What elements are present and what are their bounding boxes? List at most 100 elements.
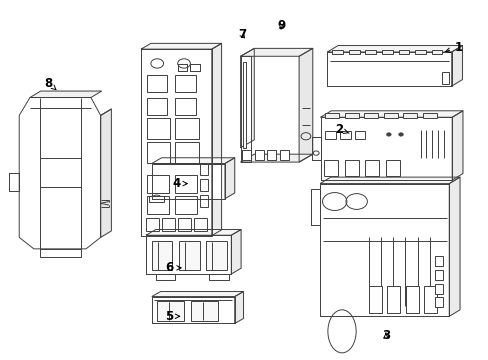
Polygon shape — [30, 91, 102, 98]
Text: 5: 5 — [164, 310, 179, 323]
Polygon shape — [451, 111, 462, 180]
Bar — [194, 218, 206, 231]
Text: 4: 4 — [172, 177, 187, 190]
Polygon shape — [240, 48, 312, 56]
Polygon shape — [320, 111, 462, 117]
Bar — [348, 50, 359, 54]
Polygon shape — [299, 48, 312, 162]
Bar — [199, 163, 208, 175]
Bar — [177, 64, 187, 71]
Bar — [147, 175, 168, 193]
Bar — [324, 160, 337, 176]
Polygon shape — [320, 184, 448, 316]
Bar — [179, 241, 199, 270]
Bar — [325, 131, 335, 139]
Text: 8: 8 — [44, 77, 56, 90]
Polygon shape — [240, 56, 251, 162]
Bar — [364, 113, 377, 118]
Bar — [190, 301, 217, 320]
Bar — [146, 218, 158, 231]
Bar — [424, 286, 436, 313]
Polygon shape — [451, 45, 462, 86]
Bar — [206, 241, 226, 270]
Bar — [434, 270, 443, 280]
Bar — [365, 160, 378, 176]
Polygon shape — [141, 43, 221, 49]
Bar — [398, 50, 408, 54]
Polygon shape — [152, 292, 243, 297]
Bar — [177, 64, 187, 71]
Bar — [199, 195, 208, 207]
Polygon shape — [152, 297, 234, 323]
Bar — [242, 62, 246, 148]
Bar — [157, 301, 183, 320]
Polygon shape — [40, 249, 81, 257]
Bar — [147, 196, 168, 214]
Bar — [175, 75, 195, 92]
Polygon shape — [234, 292, 243, 323]
Bar — [331, 50, 342, 54]
Polygon shape — [149, 196, 163, 202]
Bar — [431, 50, 442, 54]
Text: 6: 6 — [164, 261, 181, 274]
Bar — [147, 98, 167, 116]
Bar — [147, 142, 170, 163]
Polygon shape — [320, 177, 459, 184]
Bar — [178, 218, 190, 231]
Bar — [147, 75, 167, 92]
Bar — [414, 50, 425, 54]
Polygon shape — [152, 158, 234, 163]
Bar — [175, 118, 198, 139]
Text: 3: 3 — [381, 329, 389, 342]
Polygon shape — [231, 229, 241, 274]
Text: 7: 7 — [238, 28, 245, 41]
Polygon shape — [146, 229, 241, 235]
Bar — [177, 64, 187, 71]
Bar — [280, 150, 288, 160]
Polygon shape — [101, 109, 111, 237]
Polygon shape — [209, 274, 228, 280]
Polygon shape — [327, 52, 451, 86]
Bar — [325, 113, 338, 118]
Bar — [434, 256, 443, 266]
Bar — [242, 150, 250, 160]
Bar — [405, 286, 418, 313]
Bar — [189, 64, 199, 71]
Bar — [344, 113, 358, 118]
Polygon shape — [152, 163, 224, 199]
Text: 1: 1 — [445, 41, 462, 54]
Bar — [189, 64, 199, 71]
Polygon shape — [146, 235, 231, 274]
Bar — [386, 286, 399, 313]
Polygon shape — [240, 154, 312, 162]
Bar — [147, 118, 170, 139]
Polygon shape — [211, 43, 221, 235]
Polygon shape — [141, 49, 211, 235]
Bar — [385, 160, 399, 176]
Bar — [339, 131, 350, 139]
Bar — [175, 98, 195, 116]
Bar — [383, 113, 397, 118]
Bar — [254, 150, 263, 160]
Bar — [267, 150, 276, 160]
Bar — [381, 50, 392, 54]
Bar — [434, 284, 443, 294]
Polygon shape — [9, 173, 19, 191]
Polygon shape — [156, 274, 175, 280]
Polygon shape — [240, 48, 254, 148]
Bar — [434, 297, 443, 307]
Bar — [175, 175, 197, 193]
Bar — [354, 131, 365, 139]
Bar — [368, 286, 381, 313]
Bar — [344, 160, 358, 176]
Bar — [403, 113, 416, 118]
Text: 9: 9 — [276, 19, 285, 32]
Bar — [189, 64, 199, 71]
Polygon shape — [224, 158, 234, 199]
Bar — [152, 241, 172, 270]
Circle shape — [386, 133, 390, 136]
Bar — [441, 72, 448, 84]
Polygon shape — [311, 137, 320, 160]
Polygon shape — [320, 117, 451, 180]
Bar — [365, 50, 375, 54]
